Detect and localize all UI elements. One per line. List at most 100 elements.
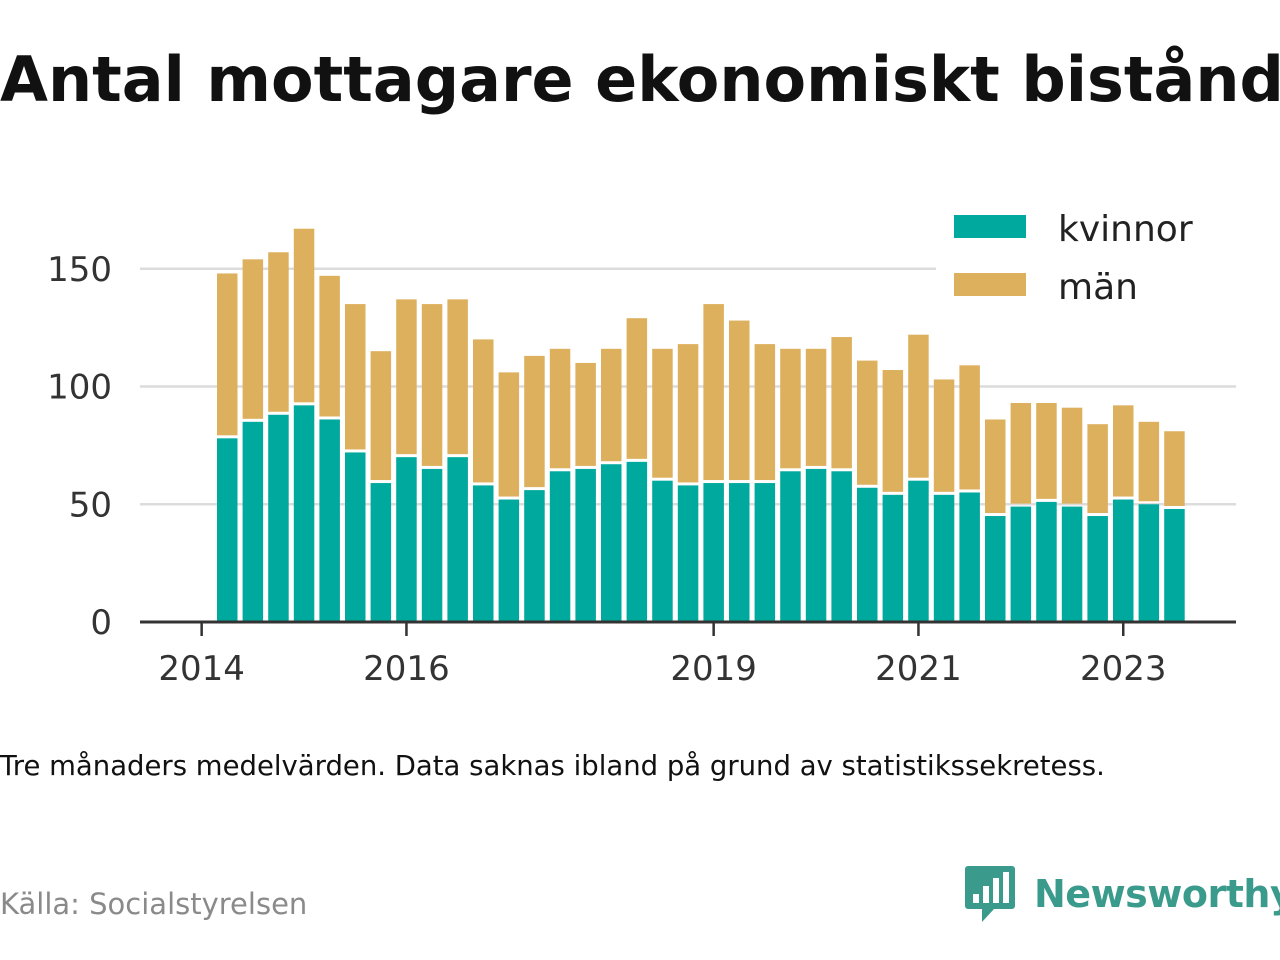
bar-kvinnor-29: [959, 492, 980, 622]
bar-man-36: [1138, 421, 1160, 502]
bar-kvinnor-14: [575, 468, 596, 622]
bar-man-1: [242, 259, 264, 419]
bar-kvinnor-11: [498, 499, 520, 622]
bar-kvinnor-4: [319, 419, 340, 622]
x-tick-label-2014: 2014: [158, 649, 245, 689]
bar-man-4: [319, 275, 340, 417]
source-note: Källa: Socialstyrelsen: [0, 887, 308, 921]
bar-kvinnor-37: [1164, 508, 1185, 622]
bar-man-10: [473, 339, 494, 483]
bar-man-27: [908, 334, 929, 478]
brand-logo: Newsworthy: [964, 864, 1280, 924]
bar-kvinnor-16: [626, 461, 648, 622]
bar-man-30: [985, 419, 1006, 514]
bar-man-17: [652, 348, 673, 478]
bar-man-28: [933, 379, 955, 492]
bar-man-19: [703, 304, 724, 481]
legend-label-man: män: [1058, 267, 1138, 308]
bar-man-5: [345, 304, 366, 450]
bar-kvinnor-7: [396, 457, 417, 622]
bar-kvinnor-8: [421, 468, 443, 622]
y-axis-labels: 0 50 100 150: [47, 250, 112, 643]
bar-man-34: [1087, 424, 1108, 514]
bar-kvinnor-9: [447, 457, 468, 622]
bar-kvinnor-30: [985, 516, 1006, 622]
bar-kvinnor-20: [729, 483, 750, 622]
chart-area: 0 50 100 150 2014 2016 2019 2021 2023 kvinnor m…: [47, 202, 1236, 689]
bar-kvinnor-21: [754, 483, 776, 622]
bar-man-32: [1036, 402, 1057, 499]
bar-kvinnor-6: [370, 483, 392, 622]
bar-man-31: [1010, 402, 1032, 504]
bar-man-33: [1061, 407, 1083, 504]
bar-kvinnor-26: [882, 494, 904, 622]
legend-label-kvinnor: kvinnor: [1058, 209, 1193, 250]
x-tick-label-2021: 2021: [875, 649, 962, 689]
bar-kvinnor-35: [1113, 499, 1134, 622]
bar-kvinnor-36: [1138, 504, 1160, 622]
bar-man-16: [626, 318, 648, 459]
bar-kvinnor-31: [1010, 506, 1032, 622]
chart-title: Antal mottagare ekonomiskt bistånd: [0, 43, 1280, 116]
bar-man-9: [447, 299, 468, 455]
legend-swatch-kvinnor: [954, 215, 1026, 238]
x-axis: 2014 2016 2019 2021 2023: [140, 620, 1236, 689]
bar-kvinnor-13: [549, 471, 571, 622]
bar-kvinnor-34: [1087, 516, 1108, 622]
bar-man-37: [1164, 431, 1185, 506]
bar-man-11: [498, 372, 520, 497]
bar-kvinnor-32: [1036, 501, 1057, 622]
brand-name: Newsworthy: [1034, 872, 1280, 916]
bar-kvinnor-24: [831, 471, 852, 622]
bar-kvinnor-19: [703, 483, 724, 622]
bar-kvinnor-15: [601, 464, 622, 622]
bar-man-2: [268, 252, 289, 412]
bar-man-24: [831, 337, 852, 469]
bar-man-21: [754, 344, 776, 481]
y-tick-label-0: 0: [90, 603, 112, 643]
bar-kvinnor-18: [677, 485, 699, 622]
x-tick-label-2023: 2023: [1080, 649, 1167, 689]
bar-man-29: [959, 365, 980, 490]
bar-man-13: [549, 348, 571, 469]
newsworthy-logo-icon: [965, 866, 1015, 922]
bar-kvinnor-12: [524, 490, 545, 622]
bar-kvinnor-17: [652, 480, 673, 622]
bar-kvinnor-1: [242, 421, 264, 622]
bar-kvinnor-5: [345, 452, 366, 622]
bar-man-15: [601, 348, 622, 462]
bar-man-14: [575, 362, 596, 466]
bar-kvinnor-3: [293, 405, 315, 622]
bar-kvinnor-10: [473, 485, 494, 622]
bar-man-35: [1113, 405, 1134, 497]
legend-swatch-man: [954, 273, 1026, 296]
bar-kvinnor-33: [1061, 506, 1083, 622]
bar-man-7: [396, 299, 417, 455]
bar-man-8: [421, 304, 443, 466]
bar-kvinnor-0: [217, 438, 238, 622]
y-tick-label-150: 150: [47, 250, 112, 290]
chart-caption: Tre månaders medelvärden. Data saknas ib…: [0, 750, 1105, 782]
bar-kvinnor-22: [780, 471, 801, 622]
bar-man-3: [293, 228, 315, 403]
bar-man-23: [805, 348, 827, 466]
bar-man-25: [857, 360, 878, 485]
bar-man-18: [677, 344, 699, 483]
x-tick-label-2016: 2016: [363, 649, 450, 689]
bar-man-20: [729, 320, 750, 481]
bars: [217, 228, 1185, 622]
bar-kvinnor-25: [857, 487, 878, 622]
x-tick-label-2019: 2019: [670, 649, 757, 689]
bar-man-6: [370, 351, 392, 481]
bar-kvinnor-2: [268, 414, 289, 622]
y-tick-label-100: 100: [47, 368, 112, 408]
bar-kvinnor-23: [805, 468, 827, 622]
bar-man-22: [780, 348, 801, 469]
y-tick-label-50: 50: [69, 485, 112, 525]
bar-kvinnor-28: [933, 494, 955, 622]
bar-man-12: [524, 355, 545, 488]
bar-man-26: [882, 370, 904, 492]
bar-man-0: [217, 273, 238, 436]
bar-kvinnor-27: [908, 480, 929, 622]
legend: kvinnor män: [936, 202, 1236, 320]
